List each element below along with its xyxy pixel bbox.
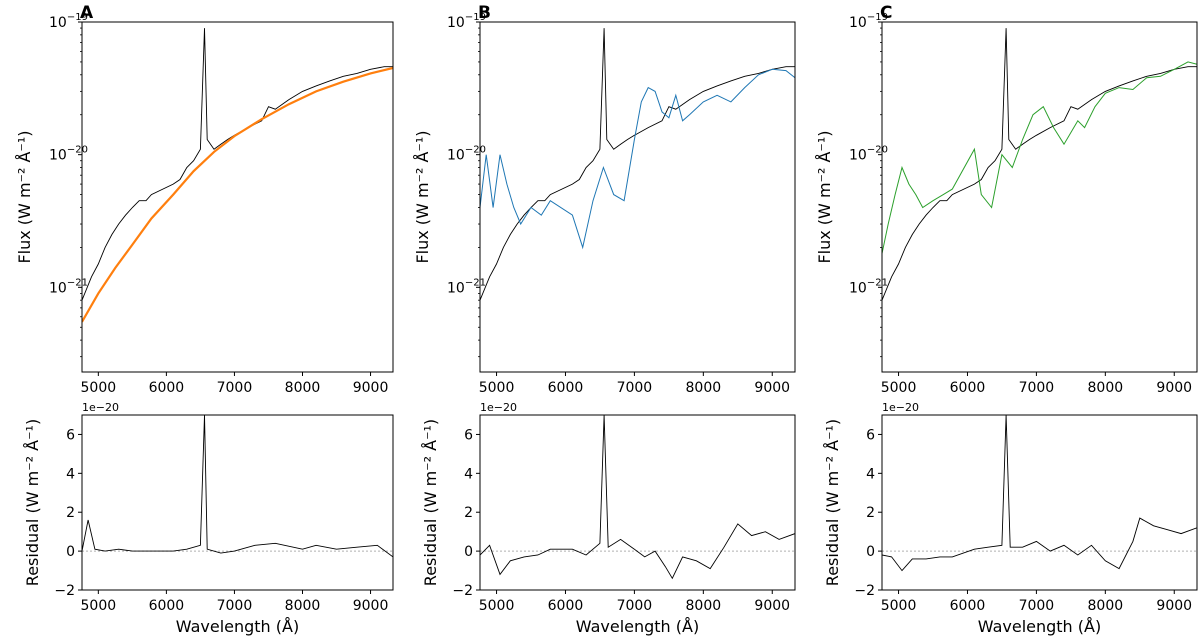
x-tick-label: 9000 <box>754 598 790 614</box>
series-observed <box>82 28 393 301</box>
y-offset-label: 1e−20 <box>82 401 119 414</box>
x-tick-label: 5000 <box>881 598 917 614</box>
panel-b-flux: 5000 6000 7000 8000 9000 10−21 10−20 10−19B Flux… <box>413 3 796 396</box>
y-tick-label: 4 <box>66 466 75 482</box>
x-tick-label: 9000 <box>353 598 389 614</box>
plot-frame <box>881 21 1198 373</box>
y-tick-label: 10−21 <box>447 277 486 296</box>
x-tick-label: 6000 <box>149 598 185 614</box>
y-tick-label: 10−20 <box>49 145 88 164</box>
panel-letter: B <box>478 3 491 23</box>
y-tick-label: 0 <box>464 544 473 560</box>
y-tick-label: 10−19 <box>447 12 486 31</box>
y-tick-label: 10−19 <box>49 12 88 31</box>
x-tick-label: 8000 <box>686 380 722 396</box>
y-tick-label: 10−21 <box>49 277 88 296</box>
x-tick-label: 8000 <box>1088 380 1124 396</box>
y-tick-label: −2 <box>854 583 875 599</box>
x-tick-label: 9000 <box>1156 380 1192 396</box>
x-tick-label: 6000 <box>548 380 584 396</box>
y-tick-label: 10−19 <box>849 12 888 31</box>
plot-frame <box>81 414 394 591</box>
plot-frame <box>479 414 796 591</box>
x-tick-label: 8000 <box>1088 598 1124 614</box>
y-tick-label: 2 <box>464 505 473 521</box>
x-tick-label: 5000 <box>479 380 515 396</box>
panel-a-flux: 5000 6000 7000 8000 9000 10−21 10−20 10−19A Flux… <box>15 3 394 396</box>
x-tick-label: 9000 <box>754 380 790 396</box>
x-tick-label: 7000 <box>217 598 253 614</box>
series-model <box>480 68 795 250</box>
y-offset-label: 1e−20 <box>480 401 517 414</box>
flux-axis-label: Flux (W m⁻² Å⁻¹) <box>15 130 34 263</box>
y-offset-label: 1e−20 <box>882 401 919 414</box>
x-tick-label: 8000 <box>686 598 722 614</box>
x-tick-label: 6000 <box>548 598 584 614</box>
x-tick-label: 7000 <box>1019 598 1055 614</box>
y-tick-label: −2 <box>452 583 473 599</box>
y-tick-label: 10−21 <box>849 277 888 296</box>
y-tick-label: 6 <box>464 427 473 443</box>
series-model <box>882 61 1197 254</box>
y-tick-label: 6 <box>66 427 75 443</box>
y-tick-label: 0 <box>866 544 875 560</box>
series-residual <box>82 415 393 558</box>
series-model <box>82 66 393 323</box>
y-tick-label: 6 <box>866 427 875 443</box>
x-tick-label: 8000 <box>285 598 321 614</box>
x-tick-label: 7000 <box>617 598 653 614</box>
x-tick-label: 5000 <box>81 598 117 614</box>
panel-c-flux: 5000 6000 7000 8000 9000 10−21 10−20 10−19C Flux… <box>815 3 1198 396</box>
x-tick-label: 7000 <box>1019 380 1055 396</box>
panel-b-residual: 5000 6000 7000 8000 9000 −2 0 2 4 6 1e−20 Residual … <box>421 401 796 636</box>
x-tick-label: 5000 <box>479 598 515 614</box>
y-tick-label: 10−20 <box>849 145 888 164</box>
residual-axis-label: Residual (W m⁻² Å⁻¹) <box>421 419 440 586</box>
panel-letter: C <box>880 3 892 23</box>
wavelength-axis-label: Wavelength (Å) <box>176 617 299 636</box>
residual-axis-label: Residual (W m⁻² Å⁻¹) <box>823 419 842 586</box>
panel-letter: A <box>80 3 94 23</box>
y-tick-label: −2 <box>54 583 75 599</box>
x-tick-label: 5000 <box>81 380 117 396</box>
panel-c-residual: 5000 6000 7000 8000 9000 −2 0 2 4 6 1e−20 Residual … <box>823 401 1198 636</box>
wavelength-axis-label: Wavelength (Å) <box>978 617 1101 636</box>
series-observed <box>882 28 1197 301</box>
y-tick-label: 2 <box>866 505 875 521</box>
x-tick-label: 6000 <box>149 380 185 396</box>
plot-frame <box>81 21 394 373</box>
y-tick-label: 0 <box>66 544 75 560</box>
plot-frame <box>479 21 796 373</box>
x-tick-label: 7000 <box>217 380 253 396</box>
series-observed <box>480 28 795 301</box>
y-tick-label: 10−20 <box>447 145 486 164</box>
plot-frame <box>881 414 1198 591</box>
panel-a-residual: 5000 6000 7000 8000 9000 −2 0 2 4 6 1e−20 Residual … <box>23 401 394 636</box>
x-tick-label: 9000 <box>353 380 389 396</box>
residual-axis-label: Residual (W m⁻² Å⁻¹) <box>23 419 42 586</box>
x-tick-label: 5000 <box>881 380 917 396</box>
y-tick-label: 4 <box>464 466 473 482</box>
x-tick-label: 8000 <box>285 380 321 396</box>
y-tick-label: 2 <box>66 505 75 521</box>
x-tick-label: 7000 <box>617 380 653 396</box>
x-tick-label: 6000 <box>950 598 986 614</box>
wavelength-axis-label: Wavelength (Å) <box>576 617 699 636</box>
series-residual <box>480 415 795 580</box>
series-residual <box>882 415 1197 572</box>
flux-axis-label: Flux (W m⁻² Å⁻¹) <box>413 130 432 263</box>
flux-axis-label: Flux (W m⁻² Å⁻¹) <box>815 130 834 263</box>
x-tick-label: 9000 <box>1156 598 1192 614</box>
y-tick-label: 4 <box>866 466 875 482</box>
x-tick-label: 6000 <box>950 380 986 396</box>
